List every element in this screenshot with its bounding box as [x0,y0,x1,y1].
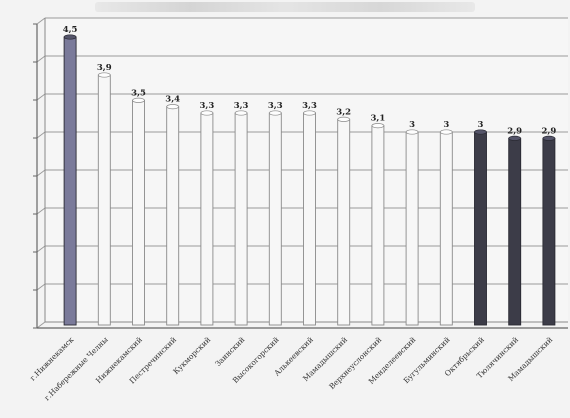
bar-cap [200,110,214,116]
gridline-side [36,207,46,215]
gridline-side [36,131,46,139]
bar [63,36,77,326]
gridline-side [36,245,46,253]
category-label: г.Набережные Челны [42,335,109,402]
data-label: 4,5 [63,25,78,35]
gridline-side [36,55,46,63]
bar-cap [63,34,77,40]
bar-cap [303,110,316,116]
bar [337,118,351,326]
bar-cap [166,104,180,110]
bar-cap [337,116,351,122]
bar-cap [474,129,487,135]
bar [439,131,453,326]
bar [542,137,556,326]
gridline-side [36,17,46,25]
bar-cap [439,129,453,135]
bar [234,112,248,326]
bar [268,112,282,326]
bar [97,74,111,326]
chart-title-area [95,2,475,12]
bar-cap [132,97,145,103]
bar-cap [508,135,522,141]
gridline-side [36,283,46,291]
data-label: 3,2 [336,107,351,117]
bar [474,131,487,326]
gridline-side [36,169,46,177]
bar [166,106,180,326]
data-label: 3,3 [234,101,249,111]
data-label: 3,3 [200,101,215,111]
data-label: 3 [409,120,415,130]
bar [371,125,385,326]
data-label: 3,1 [371,114,386,124]
bar [508,137,522,326]
data-label: 3,3 [268,101,283,111]
bar-cap [405,129,419,135]
data-label: 3,4 [165,95,180,105]
data-label: 3,5 [131,88,146,98]
data-label: 2,9 [542,126,557,136]
bar [132,99,145,326]
data-label: 3,3 [302,101,317,111]
data-label: 3,9 [97,63,112,73]
bar-cap [542,135,556,141]
bar [303,112,316,326]
gridline-side [36,93,46,101]
data-label: 3 [443,120,449,130]
data-label: 2,9 [507,126,522,136]
gridline-side [36,321,46,329]
bar [200,112,214,326]
category-label: Заинский [213,335,246,368]
bar-cap [268,110,282,116]
data-label: 3 [478,120,484,130]
bar-cap [371,123,385,129]
bar-cap [234,110,248,116]
bar-cap [97,72,111,78]
bar [405,131,419,326]
